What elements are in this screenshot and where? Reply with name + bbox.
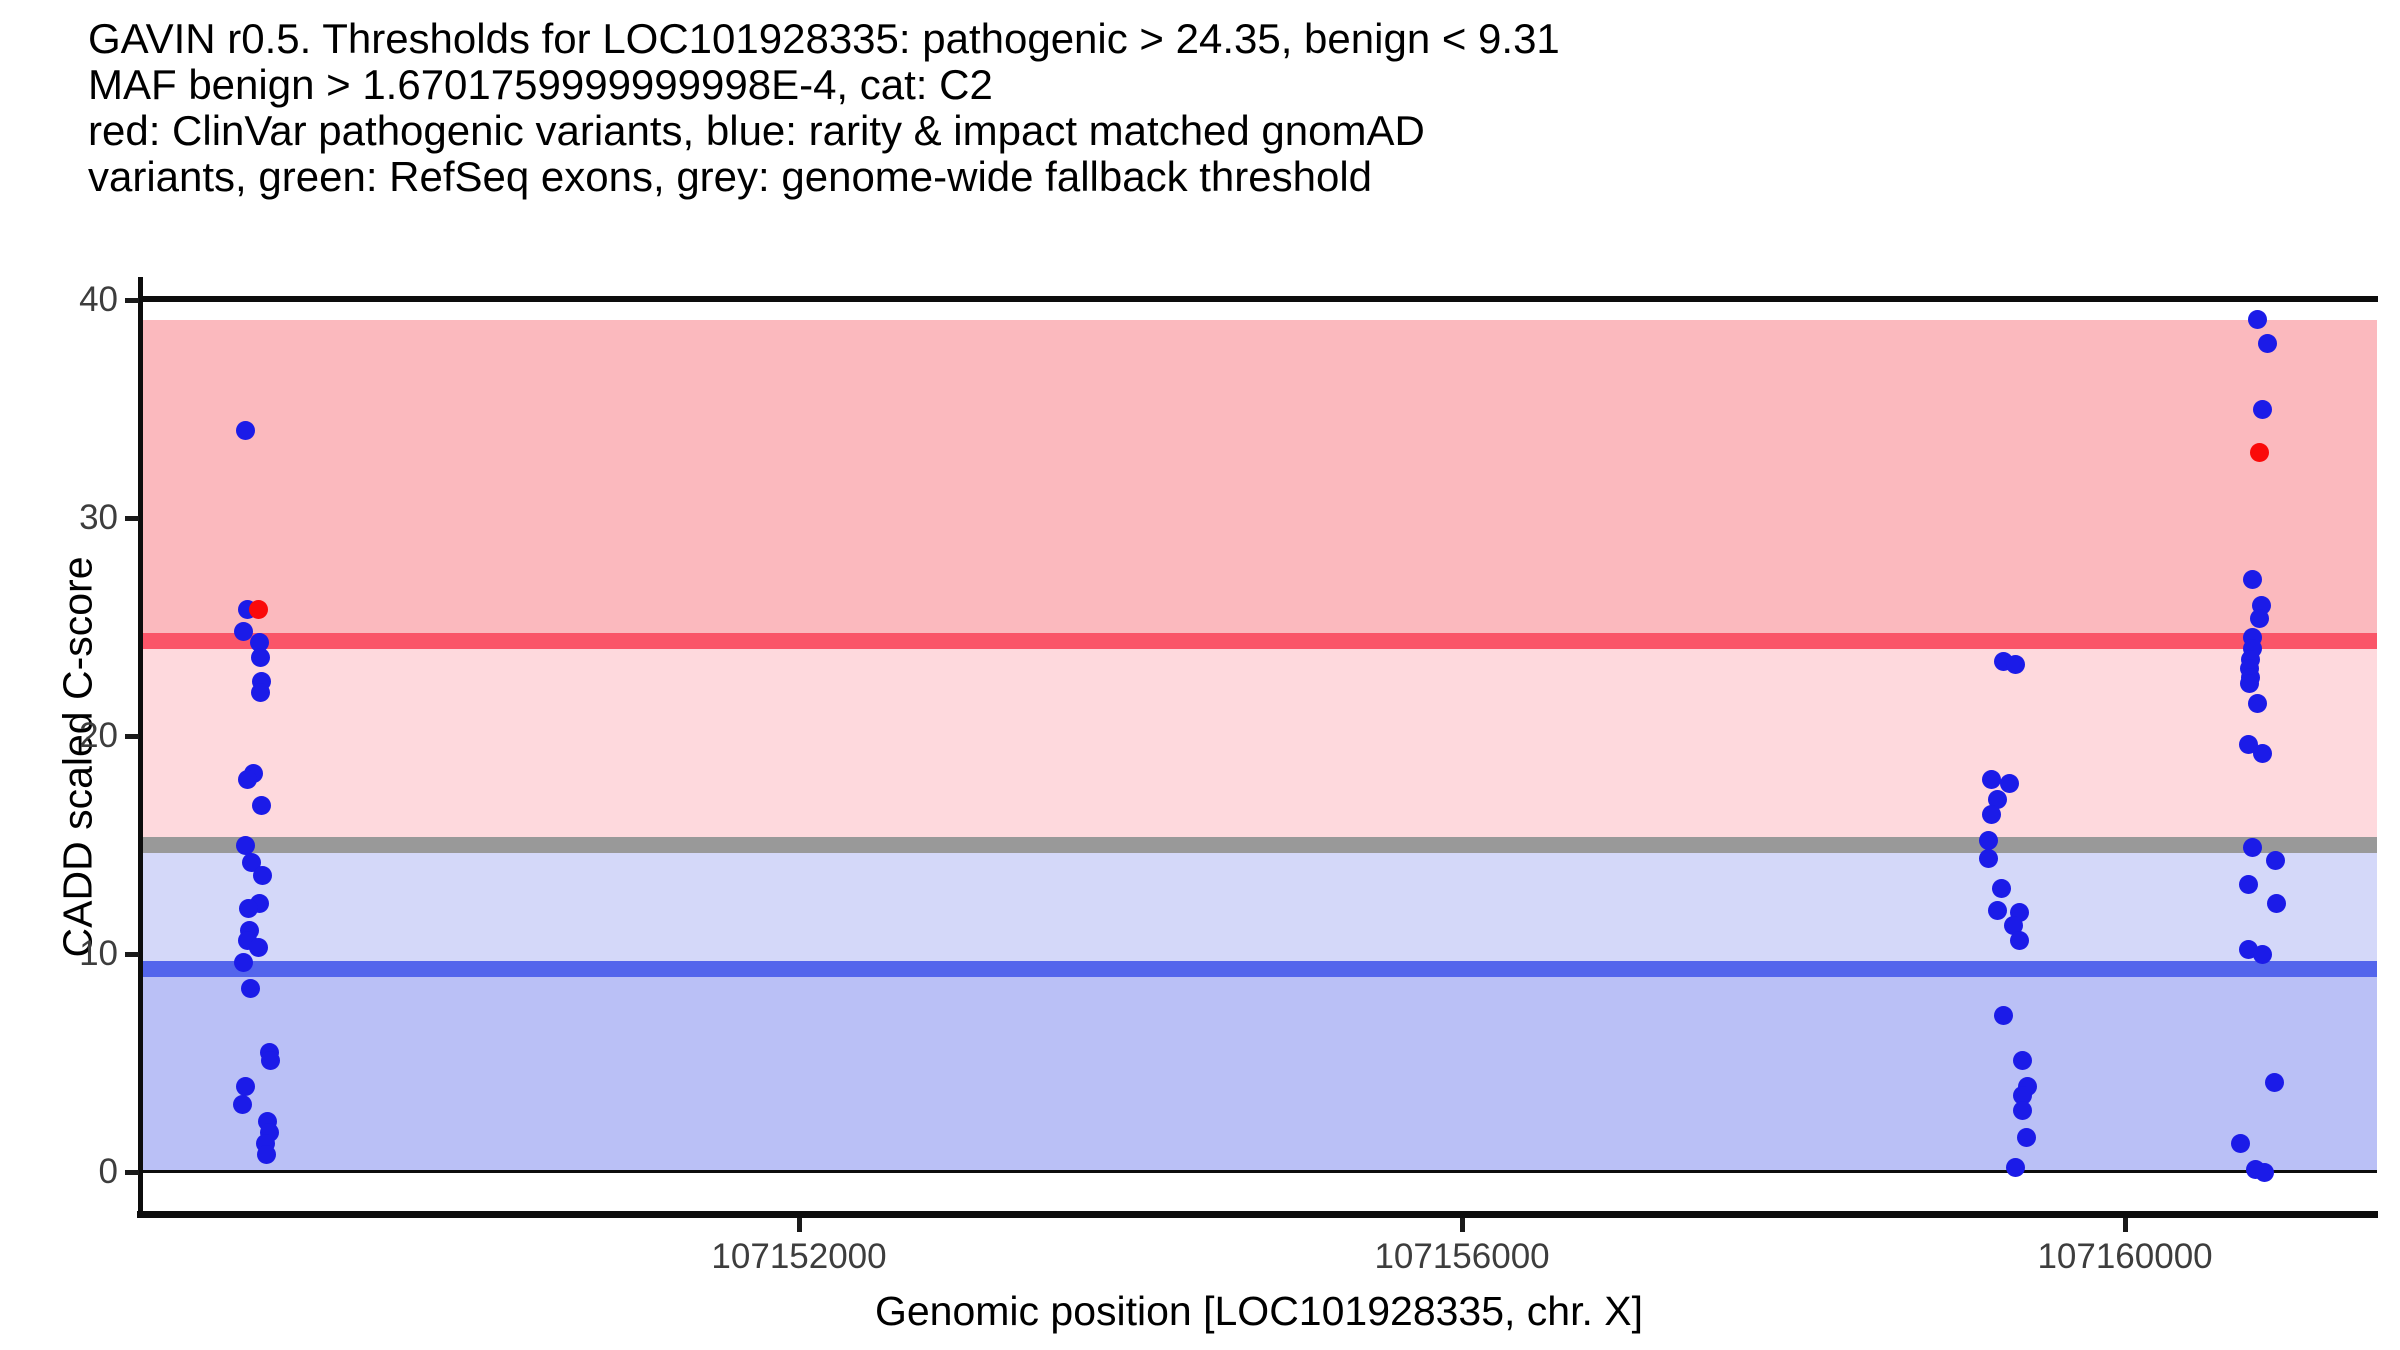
- threshold-line: [143, 633, 2377, 650]
- variant-point: [1979, 848, 1999, 868]
- variant-point: [2248, 693, 2268, 713]
- y-tick-mark: [125, 1169, 139, 1175]
- variant-point: [235, 421, 255, 441]
- variant-point: [2253, 743, 2273, 763]
- variant-point: [237, 770, 257, 790]
- y-axis-line: [138, 277, 143, 1218]
- y-tick-label: 10: [79, 934, 118, 973]
- variant-point: [2250, 443, 2270, 463]
- x-tick-label: 107156000: [1374, 1237, 1550, 1276]
- variant-point: [2238, 940, 2258, 960]
- title-line-2: MAF benign > 1.6701759999999998E-4, cat:…: [88, 61, 993, 108]
- variant-point: [1987, 789, 2007, 809]
- zero-baseline: [143, 1170, 2377, 1173]
- variant-point: [2264, 1073, 2284, 1093]
- variant-point: [248, 937, 268, 957]
- variant-point: [2266, 894, 2286, 914]
- variant-point: [249, 632, 269, 652]
- threshold-line: [143, 961, 2377, 978]
- x-axis-line: [137, 1211, 2378, 1218]
- variant-point: [257, 1145, 277, 1165]
- y-tick-label: 40: [79, 280, 118, 319]
- variant-point: [2012, 1086, 2032, 1106]
- variant-point: [2255, 1162, 2275, 1182]
- score-band: [143, 969, 2377, 1172]
- variant-point: [2012, 1051, 2032, 1071]
- variant-point: [2238, 874, 2258, 894]
- x-tick-mark: [796, 1218, 802, 1232]
- variant-point: [2250, 608, 2270, 628]
- variant-point: [1979, 831, 1999, 851]
- variant-point: [2242, 569, 2262, 589]
- x-tick-label: 107152000: [711, 1237, 887, 1276]
- variant-point: [240, 979, 260, 999]
- variant-point: [238, 898, 258, 918]
- y-tick-mark: [125, 951, 139, 957]
- title-line-4: variants, green: RefSeq exons, grey: gen…: [88, 153, 1373, 200]
- variant-point: [235, 835, 255, 855]
- variant-point: [2003, 916, 2023, 936]
- variant-point: [232, 1094, 252, 1114]
- y-tick-mark: [125, 297, 139, 303]
- variant-point: [2253, 399, 2273, 419]
- score-band: [143, 845, 2377, 970]
- variant-point: [233, 953, 253, 973]
- title-line-3: red: ClinVar pathogenic variants, blue: …: [88, 107, 1425, 154]
- variant-point: [2012, 1101, 2032, 1121]
- variant-point: [1982, 770, 2002, 790]
- variant-point: [2230, 1134, 2250, 1154]
- variant-point: [252, 796, 272, 816]
- threshold-line: [143, 837, 2377, 853]
- variant-point: [248, 600, 268, 620]
- variant-point: [2258, 334, 2278, 354]
- variant-point: [2238, 735, 2258, 755]
- variant-point: [1982, 804, 2002, 824]
- score-band: [143, 319, 2377, 642]
- y-tick-mark: [125, 515, 139, 521]
- variant-point: [1993, 1005, 2013, 1025]
- plot-title: GAVIN r0.5. Thresholds for LOC101928335:…: [88, 16, 1560, 200]
- variant-point: [253, 866, 273, 886]
- x-tick-mark: [1459, 1218, 1465, 1232]
- y-tick-label: 20: [79, 716, 118, 755]
- variant-point: [235, 1077, 255, 1097]
- score-band: [143, 641, 2377, 845]
- x-tick-label: 107160000: [2037, 1237, 2213, 1276]
- variant-point: [2016, 1127, 2036, 1147]
- variant-point: [2005, 1158, 2025, 1178]
- variant-point: [2239, 674, 2259, 694]
- variant-point: [1999, 774, 2019, 794]
- x-axis-title: Genomic position [LOC101928335, chr. X]: [874, 1288, 1644, 1334]
- variant-point: [1991, 879, 2011, 899]
- variant-point: [2005, 654, 2025, 674]
- variant-point: [2242, 837, 2262, 857]
- variant-point: [2265, 850, 2285, 870]
- y-tick-label: 0: [98, 1152, 118, 1191]
- title-line-1: GAVIN r0.5. Thresholds for LOC101928335:…: [88, 15, 1560, 62]
- y-tick-mark: [125, 733, 139, 739]
- variant-point: [233, 621, 253, 641]
- x-tick-mark: [2122, 1218, 2128, 1232]
- variant-point: [1987, 900, 2007, 920]
- variant-point: [251, 648, 271, 668]
- variant-point: [2248, 310, 2268, 330]
- y-tick-label: 30: [79, 498, 118, 537]
- variant-point: [250, 682, 270, 702]
- variant-point: [2253, 944, 2273, 964]
- panel-top-border: [140, 296, 2378, 302]
- y-axis-title: CADD scaled C-score: [54, 556, 101, 958]
- variant-point: [261, 1051, 281, 1071]
- variant-point: [2009, 931, 2029, 951]
